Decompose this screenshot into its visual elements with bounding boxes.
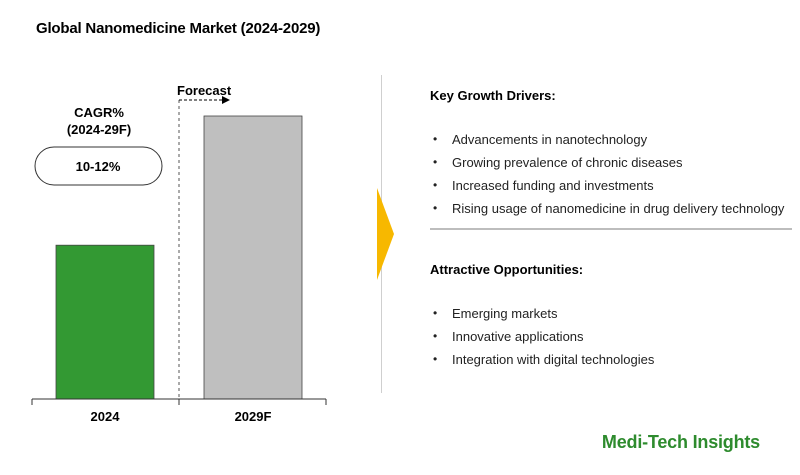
bar-chart: Forecast CAGR% (2024-29F) 10-12% 2024 202…	[31, 83, 327, 424]
growth-drivers-title: Key Growth Drivers:	[430, 88, 556, 103]
opportunities-list: Emerging markets Innovative applications…	[430, 302, 654, 371]
growth-drivers-list: Advancements in nanotechnology Growing p…	[430, 128, 784, 220]
x-tick-label: 2029F	[235, 409, 272, 424]
cagr-label-line2: (2024-29F)	[67, 122, 131, 137]
cagr-label-line1: CAGR%	[74, 105, 124, 120]
list-item: Growing prevalence of chronic diseases	[430, 151, 784, 174]
list-item: Increased funding and investments	[430, 174, 784, 197]
chevron-arrow-icon	[377, 188, 394, 280]
list-item: Integration with digital technologies	[430, 348, 654, 371]
list-item: Innovative applications	[430, 325, 654, 348]
forecast-label: Forecast	[177, 83, 232, 98]
list-item: Rising usage of nanomedicine in drug del…	[430, 197, 784, 220]
opportunities-title: Attractive Opportunities:	[430, 262, 584, 277]
cagr-pill	[34, 146, 163, 186]
cagr-value: 10-12%	[76, 159, 121, 174]
section-separator	[430, 228, 792, 230]
bar-2024	[55, 244, 155, 400]
list-item: Advancements in nanotechnology	[430, 128, 784, 151]
brand-logo-text: Medi-Tech Insights	[601, 432, 760, 452]
x-tick-label: 2024	[91, 409, 121, 424]
list-item: Emerging markets	[430, 302, 654, 325]
bar-2029f	[203, 115, 303, 400]
chart-title: Global Nanomedicine Market (2024-2029)	[36, 20, 321, 37]
forecast-arrow-head	[222, 96, 230, 104]
